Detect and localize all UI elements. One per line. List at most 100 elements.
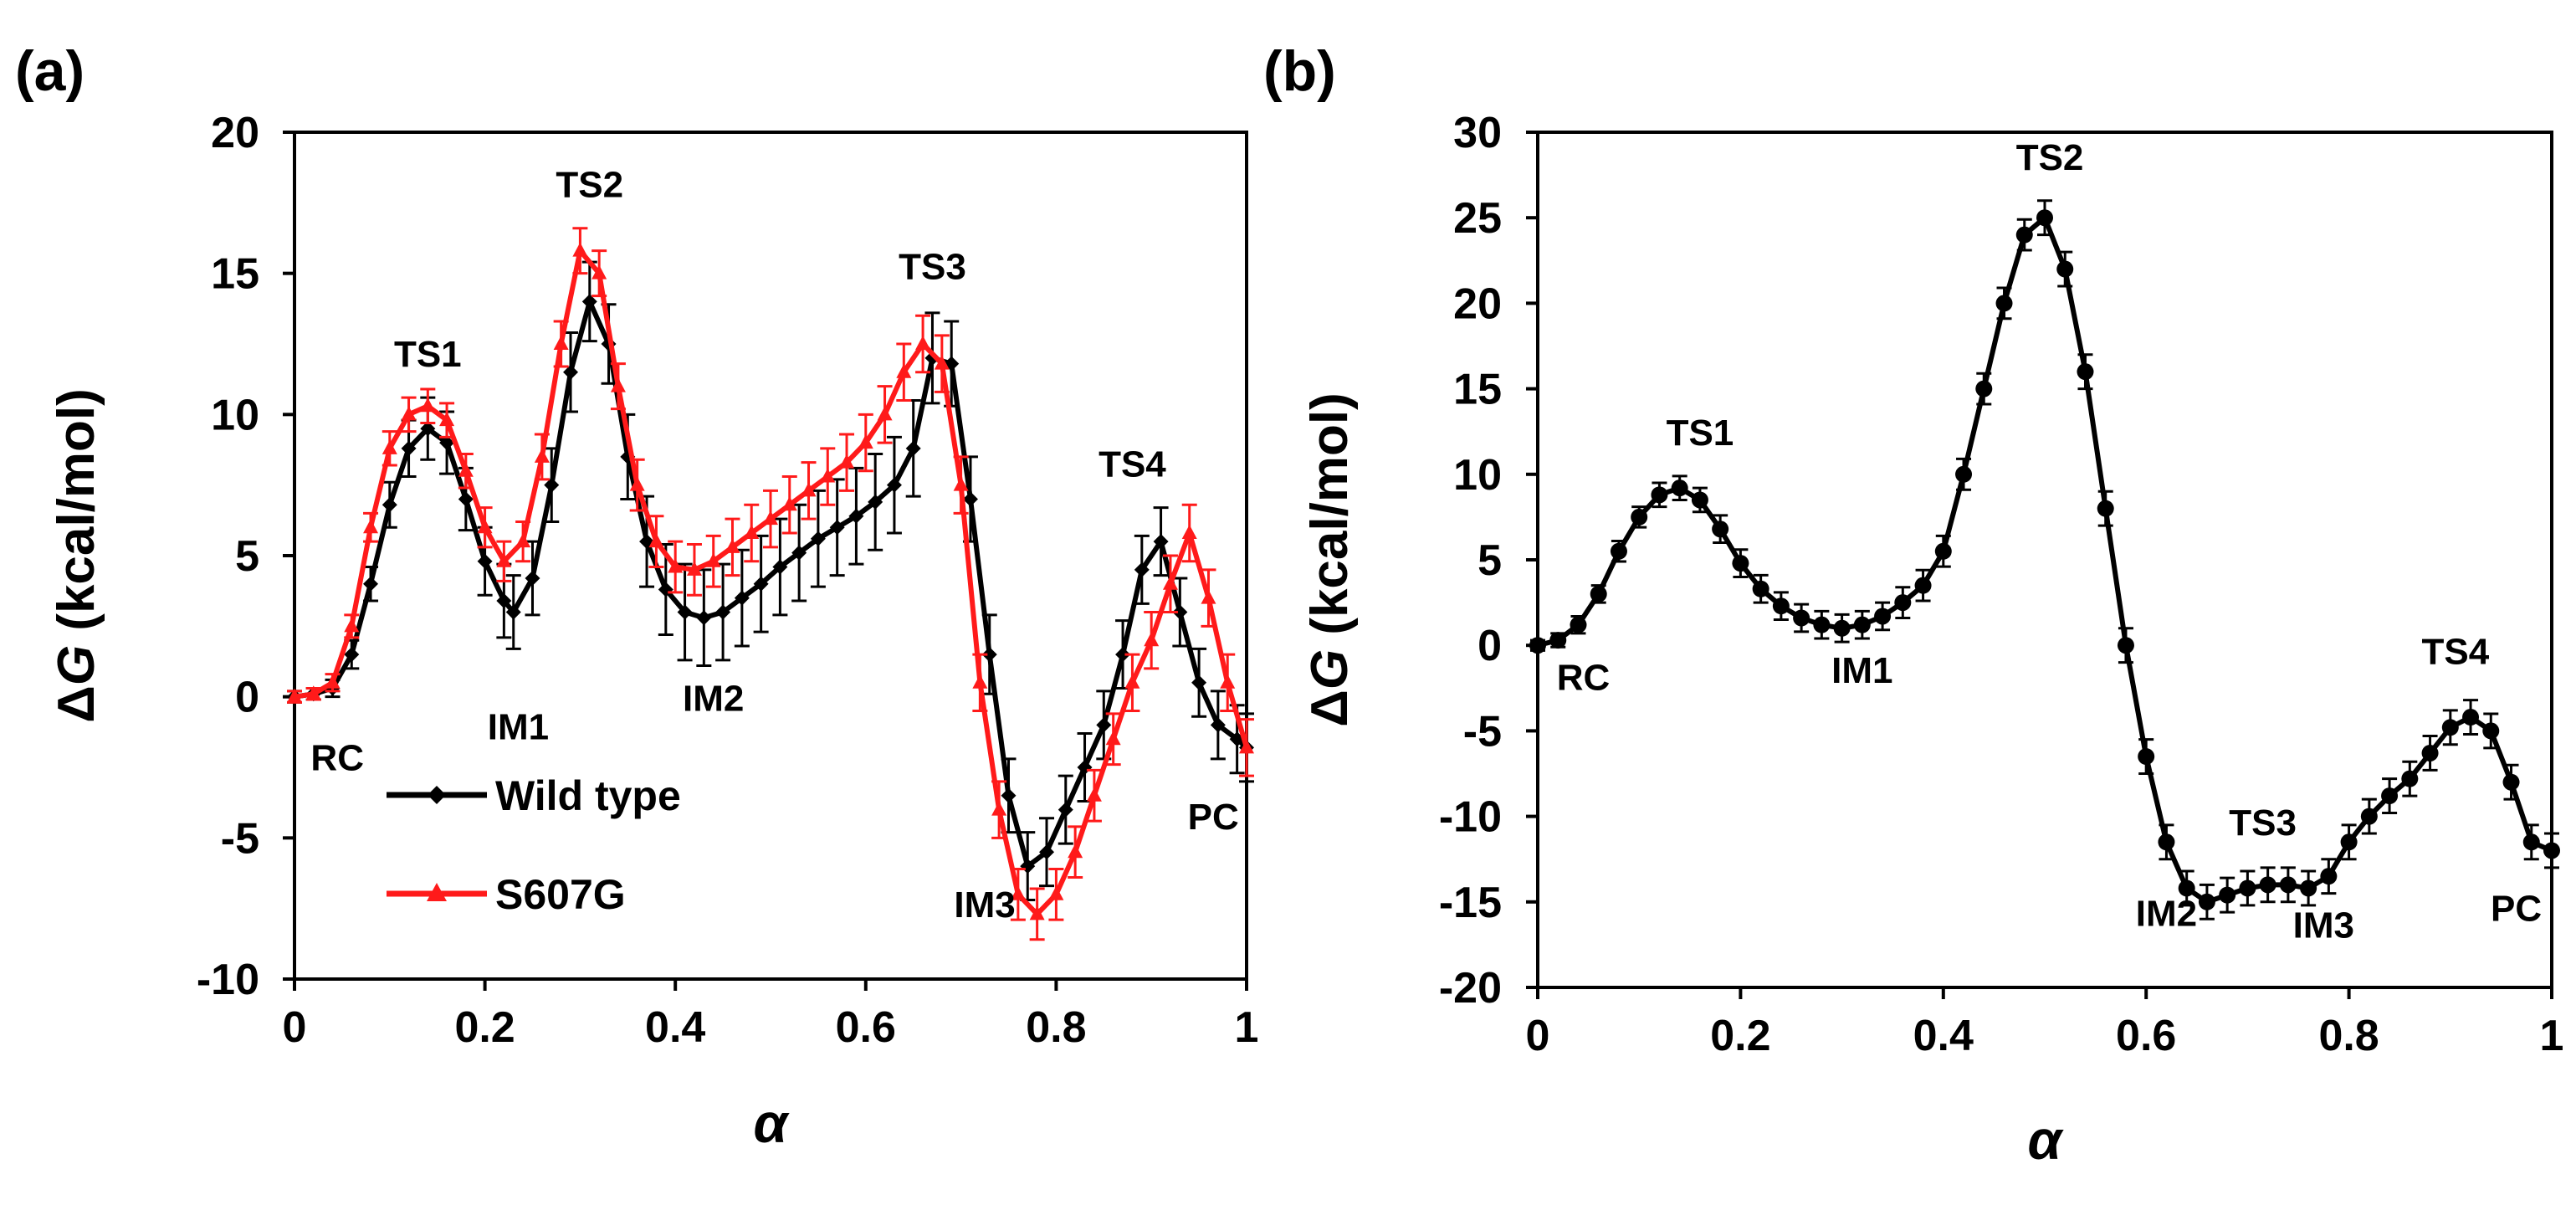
- data-point: [705, 552, 721, 567]
- data-point: [344, 618, 360, 633]
- data-point: [553, 336, 569, 350]
- data-point: [696, 610, 712, 626]
- data-point: [458, 462, 474, 477]
- data-point: [401, 440, 417, 456]
- legend-label: Wild type: [495, 772, 681, 819]
- data-point: [2158, 833, 2175, 851]
- data-point: [1934, 542, 1952, 560]
- data-point: [1570, 616, 1587, 633]
- data-point: [610, 377, 626, 392]
- data-point: [2239, 879, 2256, 897]
- annotation-label: PC: [1188, 797, 1239, 838]
- data-point: [2097, 500, 2114, 517]
- data-point: [848, 508, 864, 524]
- data-point: [1134, 561, 1150, 577]
- data-point: [1712, 520, 1729, 538]
- data-point: [668, 558, 684, 573]
- data-point: [1874, 608, 1892, 625]
- y-tick-label: -5: [221, 814, 259, 863]
- legend-swatch-marker: [428, 786, 446, 804]
- data-point: [572, 242, 588, 257]
- data-point: [1029, 905, 1045, 920]
- y-tick-label: 20: [211, 109, 259, 157]
- x-tick-label: 0.2: [454, 1003, 515, 1052]
- data-point: [525, 570, 540, 586]
- legend-label: S607G: [495, 871, 626, 918]
- y-axis-title-symbol: G: [1301, 649, 1359, 690]
- data-point: [753, 576, 769, 592]
- y-axis-title-units: (kcal/mol): [48, 388, 105, 645]
- series-s607g: [287, 227, 1254, 941]
- data-point: [2178, 879, 2195, 897]
- data-point: [991, 801, 1007, 816]
- data-point: [1039, 844, 1055, 860]
- y-tick-label: 30: [1453, 109, 1502, 157]
- data-point: [2462, 709, 2480, 726]
- y-axis-title-delta: Δ: [1301, 690, 1359, 727]
- y-tick-label: 15: [211, 250, 259, 299]
- data-point: [1549, 632, 1567, 649]
- data-point: [877, 406, 893, 421]
- legend: Wild type S607G: [387, 772, 681, 918]
- data-point: [563, 364, 579, 380]
- data-point: [2401, 770, 2419, 787]
- data-point: [420, 421, 436, 437]
- data-point: [763, 510, 778, 526]
- data-point: [1201, 589, 1216, 604]
- data-point: [439, 412, 455, 427]
- y-tick-label: 10: [1453, 451, 1502, 500]
- data-point: [1772, 597, 1790, 615]
- x-tick-label: 0.4: [1913, 1012, 1974, 1060]
- data-point: [1086, 787, 1102, 802]
- data-point: [2421, 744, 2439, 761]
- y-tick-label: 10: [211, 391, 259, 439]
- data-point: [2036, 209, 2053, 227]
- annotation-label: IM1: [488, 706, 549, 747]
- data-point: [382, 439, 397, 454]
- data-point: [734, 590, 750, 606]
- y-axis-title-delta: Δ: [48, 685, 105, 723]
- data-point: [725, 538, 740, 553]
- data-point: [896, 363, 912, 378]
- x-tick-label: 1: [2540, 1012, 2564, 1060]
- y-tick-label: 5: [235, 532, 259, 581]
- series-wild-type: [287, 260, 1254, 902]
- panel-label: (b): [1263, 39, 1336, 103]
- data-point: [1752, 580, 1769, 597]
- data-point: [2522, 833, 2540, 851]
- data-point: [2320, 868, 2338, 885]
- data-point: [905, 440, 921, 456]
- data-point: [744, 525, 760, 540]
- data-point: [2077, 363, 2094, 381]
- data-point: [2340, 833, 2358, 851]
- data-point: [886, 477, 902, 493]
- data-point: [1239, 739, 1254, 754]
- annotation-label: TS1: [1667, 413, 1734, 454]
- data-point: [1181, 525, 1197, 540]
- y-tick-label: 15: [1453, 366, 1502, 414]
- data-point: [629, 476, 645, 491]
- annotation-label: IM2: [683, 679, 744, 720]
- plot-frame: [293, 131, 1248, 981]
- data-point: [544, 477, 560, 493]
- data-point: [915, 336, 931, 350]
- data-point: [1529, 637, 1546, 654]
- data-point: [1631, 508, 1648, 526]
- y-tick-label: 25: [1453, 194, 1502, 243]
- data-point: [477, 553, 493, 569]
- y-axis-title: ΔG (kcal/mol): [48, 388, 105, 722]
- x-axis-title: α: [2028, 1109, 2065, 1171]
- x-tick-label: 0: [1526, 1012, 1550, 1060]
- x-axis-title: α: [754, 1092, 791, 1154]
- data-point: [1853, 616, 1871, 633]
- series-line: [294, 299, 1248, 869]
- data-point: [2502, 773, 2520, 791]
- data-point: [1162, 575, 1178, 590]
- data-point: [2056, 260, 2074, 278]
- data-point: [2279, 876, 2297, 894]
- data-point: [772, 559, 788, 575]
- data-point: [401, 406, 417, 421]
- y-tick-label: 0: [1477, 622, 1502, 670]
- panel-b: (b) -20 -15 -10 -5 0 5 10 15 20 25 30 0 0.2 0.4 0.6 0.8 1…: [1263, 39, 2563, 1171]
- annotation-label: TS2: [2016, 137, 2084, 178]
